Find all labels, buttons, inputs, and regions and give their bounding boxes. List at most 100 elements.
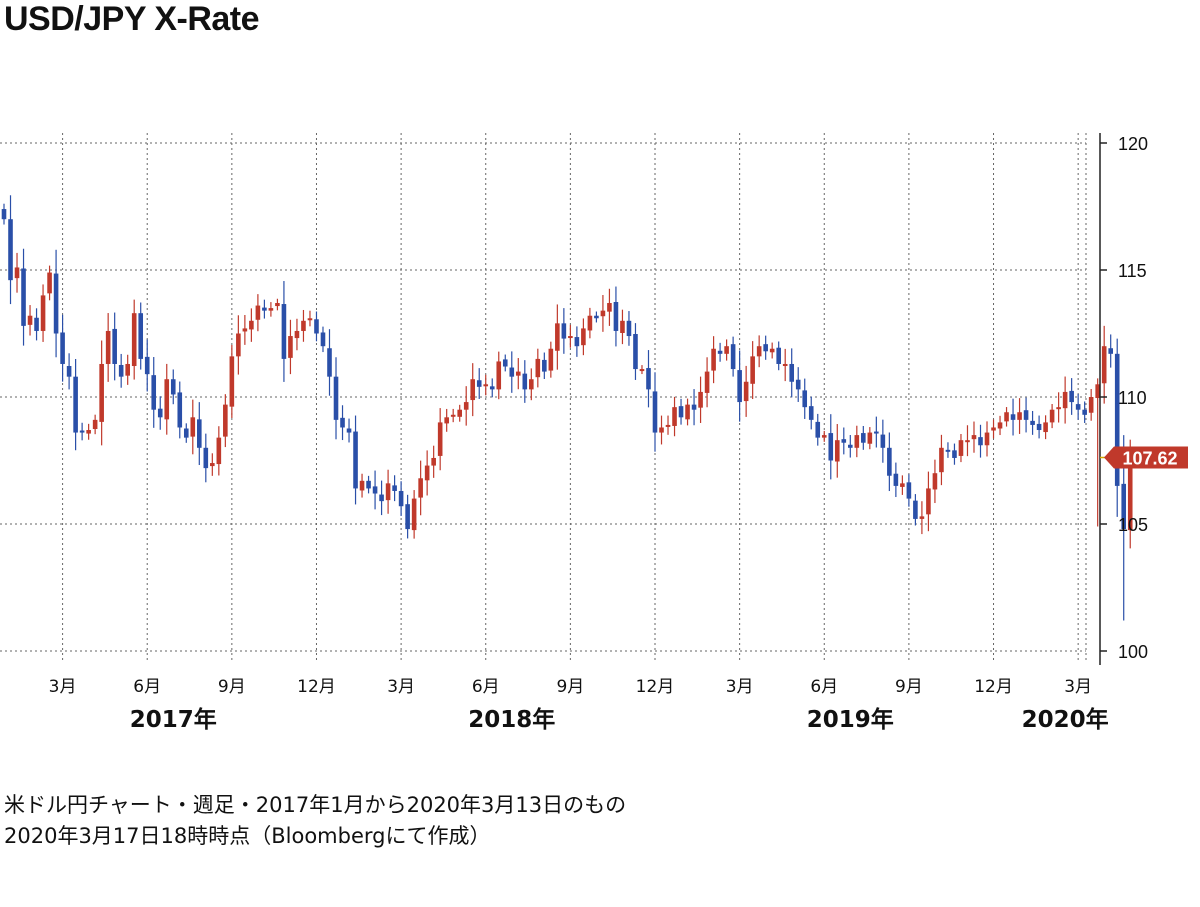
candle-body	[1010, 414, 1016, 420]
candle-body	[880, 434, 886, 448]
candle-body	[359, 480, 365, 491]
candle-body	[268, 308, 274, 311]
x-year-label: 2017年	[130, 706, 217, 733]
candle-body	[203, 447, 209, 469]
x-tick-label: 6月	[133, 677, 161, 697]
candle-body	[255, 305, 261, 320]
candle-body	[66, 366, 72, 377]
candle-body	[92, 419, 98, 430]
candle-body	[633, 334, 638, 370]
candle-body	[463, 402, 469, 410]
candle-body	[887, 447, 892, 476]
candle-body	[1023, 410, 1029, 420]
candle-body	[288, 336, 293, 358]
candle-body	[418, 478, 423, 498]
candle-body	[958, 440, 964, 456]
candle-body	[548, 348, 554, 371]
candle-body	[105, 330, 111, 364]
candle-body	[489, 386, 495, 390]
candle-body	[151, 375, 157, 410]
candle-body	[971, 435, 977, 440]
candle-body	[945, 449, 951, 452]
candle-body	[164, 379, 170, 420]
candle-body	[991, 427, 996, 431]
candle-body	[353, 431, 358, 489]
candle-body	[34, 317, 39, 331]
candle-body	[639, 369, 645, 372]
candle-body	[926, 488, 931, 515]
candle-body	[555, 323, 560, 351]
candle-body	[978, 437, 983, 446]
candle-body	[301, 320, 306, 331]
candle-body	[183, 428, 189, 438]
x-year-label: 2018年	[468, 706, 555, 733]
candle-body	[1088, 397, 1094, 413]
candle-body	[535, 358, 541, 378]
x-tick-label: 9月	[895, 677, 923, 697]
candle-body	[242, 328, 248, 332]
caption-line-1: 米ドル円チャート・週足・2017年1月から2020年3月13日のもの	[4, 793, 627, 817]
candle-body	[1062, 391, 1068, 409]
x-tick-label: 12月	[636, 677, 675, 697]
last-price-marker: 107.62	[1100, 446, 1188, 469]
candle-body	[574, 337, 580, 347]
candle-body	[522, 373, 528, 390]
candle-body	[691, 404, 697, 410]
chart-caption: 米ドル円チャート・週足・2017年1月から2020年3月13日のもの 2020年…	[4, 790, 626, 852]
candle-body	[112, 328, 117, 364]
candle-body	[327, 348, 332, 377]
candle-body	[170, 379, 176, 395]
candle-body	[724, 346, 729, 354]
x-tick-label: 6月	[810, 677, 838, 697]
x-year-label: 2019年	[807, 706, 894, 733]
candle-body	[60, 332, 65, 364]
candle-body	[659, 427, 664, 433]
candle-body	[802, 390, 808, 408]
y-axis: 100 105 110 115 120	[1099, 133, 1148, 665]
candle-body	[529, 379, 534, 390]
candle-body	[509, 367, 515, 377]
candle-body	[210, 463, 215, 467]
page-title: USD/JPY X-Rate	[4, 0, 260, 38]
candle-body	[1056, 407, 1061, 410]
candle-body	[854, 435, 860, 448]
candle-body	[815, 421, 821, 438]
candle-body	[600, 310, 606, 317]
candle-body	[730, 344, 736, 370]
candle-body	[756, 346, 762, 357]
last-price-label: 107.62	[1122, 448, 1177, 468]
candle-body	[157, 408, 163, 418]
candle-body	[561, 323, 567, 339]
candle-body	[125, 363, 130, 376]
x-tick-label: 12月	[974, 677, 1013, 697]
x-tick-label: 12月	[297, 677, 336, 697]
candle-body	[86, 430, 91, 434]
candle-body	[919, 516, 925, 519]
candle-body	[411, 498, 417, 531]
candle-body	[496, 361, 502, 390]
x-year-label: 2020年	[1022, 706, 1109, 733]
x-tick-label: 9月	[218, 677, 246, 697]
candle-body	[385, 483, 391, 501]
candle-body	[769, 348, 775, 353]
candle-body	[27, 315, 33, 325]
candle-body	[515, 371, 521, 376]
candle-body	[1075, 404, 1081, 410]
candle-body	[398, 490, 404, 507]
candle-body	[913, 500, 918, 519]
candle-body	[893, 473, 899, 486]
candle-body	[1101, 346, 1107, 384]
candle-body	[40, 295, 46, 331]
candle-body	[1017, 412, 1022, 420]
candle-body	[782, 363, 788, 367]
candle-body	[444, 417, 449, 424]
candle-body	[828, 433, 834, 461]
candle-body	[47, 272, 52, 294]
candle-body	[646, 368, 651, 390]
x-tick-label: 6月	[472, 677, 500, 697]
y-tick-label: 115	[1118, 261, 1147, 281]
candle-series	[1, 195, 1133, 621]
candle-body	[431, 457, 436, 466]
candle-body	[848, 444, 853, 448]
candle-body	[795, 379, 801, 390]
